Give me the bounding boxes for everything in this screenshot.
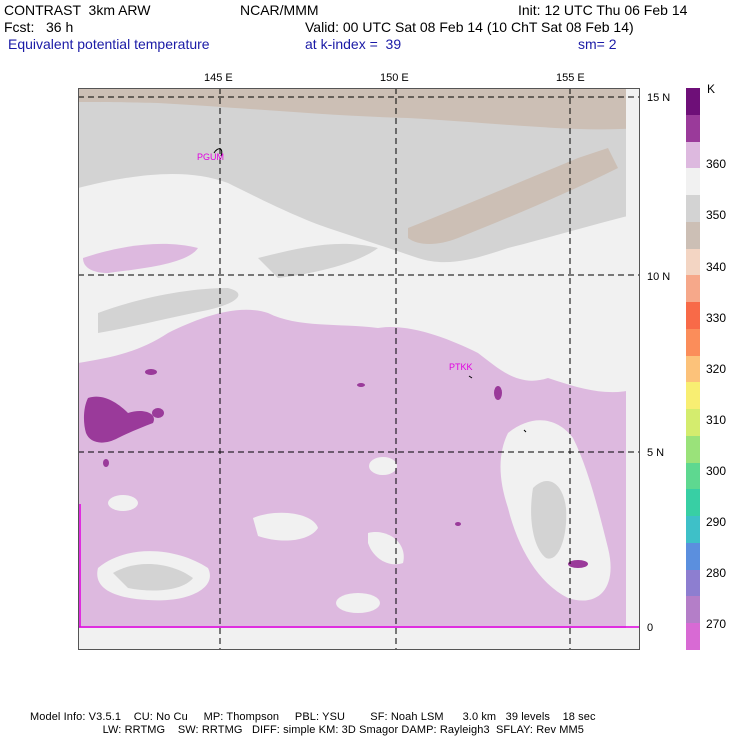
small-patch-3 <box>108 495 138 511</box>
lon-label-145: 145 E <box>204 72 233 84</box>
dark-blob-2 <box>152 408 164 418</box>
colorbar-swatch <box>686 275 700 303</box>
colorbar-label-280: 280 <box>706 566 727 580</box>
theta-e-340-area-north <box>78 88 640 130</box>
colorbar-label-310: 310 <box>706 413 727 427</box>
valid-time: Valid: 00 UTC Sat 08 Feb 14 (10 ChT Sat … <box>305 19 634 35</box>
colorbar-label-300: 300 <box>706 464 727 478</box>
model-title: CONTRAST 3km ARW <box>4 2 151 18</box>
colorbar-label-270: 270 <box>706 617 727 631</box>
grey-streak-west <box>98 288 239 333</box>
colorbar-swatch <box>686 409 700 436</box>
lon-label-155: 155 E <box>556 72 585 84</box>
graticule <box>78 88 640 650</box>
southwest-patch-inner <box>113 563 193 591</box>
map-frame <box>78 88 640 650</box>
colorbar-label-340: 340 <box>706 260 727 274</box>
init-time: Init: 12 UTC Thu 06 Feb 14 <box>518 2 688 18</box>
lon-label-150: 150 E <box>380 72 409 84</box>
field-name: Equivalent potential temperature <box>8 36 210 52</box>
colorbar-swatch <box>686 382 700 410</box>
dark-blob-8 <box>103 459 109 467</box>
dark-blob-4 <box>494 386 502 400</box>
theta-e-max-blob-west <box>83 396 154 443</box>
colorbar-label-290: 290 <box>706 515 727 529</box>
theta-e-map <box>78 88 640 650</box>
guam-coastline <box>213 148 223 157</box>
grey-streak-center <box>258 243 378 278</box>
lat-label-10n: 10 N <box>647 271 671 283</box>
lat-label-5n: 5 N <box>647 447 665 459</box>
colorbar-swatch <box>686 516 700 543</box>
south-central-patch <box>253 512 318 541</box>
colorbar-swatch <box>686 596 700 624</box>
island-mark <box>523 429 527 433</box>
dark-blob-3 <box>145 369 157 375</box>
small-patch-1 <box>369 457 397 475</box>
level-info: at k-index = 39 <box>305 36 402 52</box>
colorbar-swatch <box>686 542 700 570</box>
forecast-hour: Fcst: 36 h <box>4 19 74 35</box>
center-name: NCAR/MMM <box>240 2 319 18</box>
lat-label-15n: 15 N <box>647 92 671 104</box>
colorbar-label-360: 360 <box>706 157 727 171</box>
colorbar-swatch <box>686 569 700 597</box>
colorbar-swatch <box>686 221 700 249</box>
theta-e-plume-core <box>531 480 567 559</box>
small-patch-2 <box>336 593 380 613</box>
dark-blob-6 <box>455 522 461 526</box>
dark-blob-5 <box>568 560 588 568</box>
dark-blob-7 <box>357 383 365 387</box>
south-center-patch <box>368 532 404 565</box>
south-edge-strip <box>78 628 640 650</box>
theta-e-340-streak <box>408 148 618 244</box>
colorbar-swatch <box>686 168 700 196</box>
colorbar-swatch <box>686 355 700 383</box>
colorbar-swatch <box>686 302 700 329</box>
colorbar-unit: K <box>707 82 716 96</box>
colorbar-label-350: 350 <box>706 208 727 222</box>
colorbar-swatch <box>686 195 700 222</box>
colorbar-swatch <box>686 489 700 517</box>
colorbar-label-330: 330 <box>706 311 727 325</box>
chuuk-coastline <box>468 375 473 379</box>
colorbar-swatch <box>686 114 700 142</box>
east-edge-strip <box>626 88 640 628</box>
model-info-line2: LW: RRTMG SW: RRTMG DIFF: simple KM: 3D … <box>30 724 584 736</box>
colorbar-swatch <box>686 462 700 490</box>
colorbar-swatch <box>686 248 700 276</box>
station-pgum: PGUM <box>197 152 224 162</box>
smoothing-info: sm= 2 <box>578 36 617 52</box>
colorbar-label-320: 320 <box>706 362 727 376</box>
theta-e-patch-northwest <box>83 243 198 273</box>
colorbar-swatch <box>686 435 700 463</box>
station-ptkk: PTKK <box>449 362 473 372</box>
colorbar-swatch <box>686 88 700 115</box>
colorbar-swatch <box>686 141 700 169</box>
colorbar-swatch <box>686 623 700 650</box>
colorbar-swatch <box>686 328 700 356</box>
lat-label-0: 0 <box>647 622 654 634</box>
model-info-line1: Model Info: V3.5.1 CU: No Cu MP: Thompso… <box>30 711 596 723</box>
